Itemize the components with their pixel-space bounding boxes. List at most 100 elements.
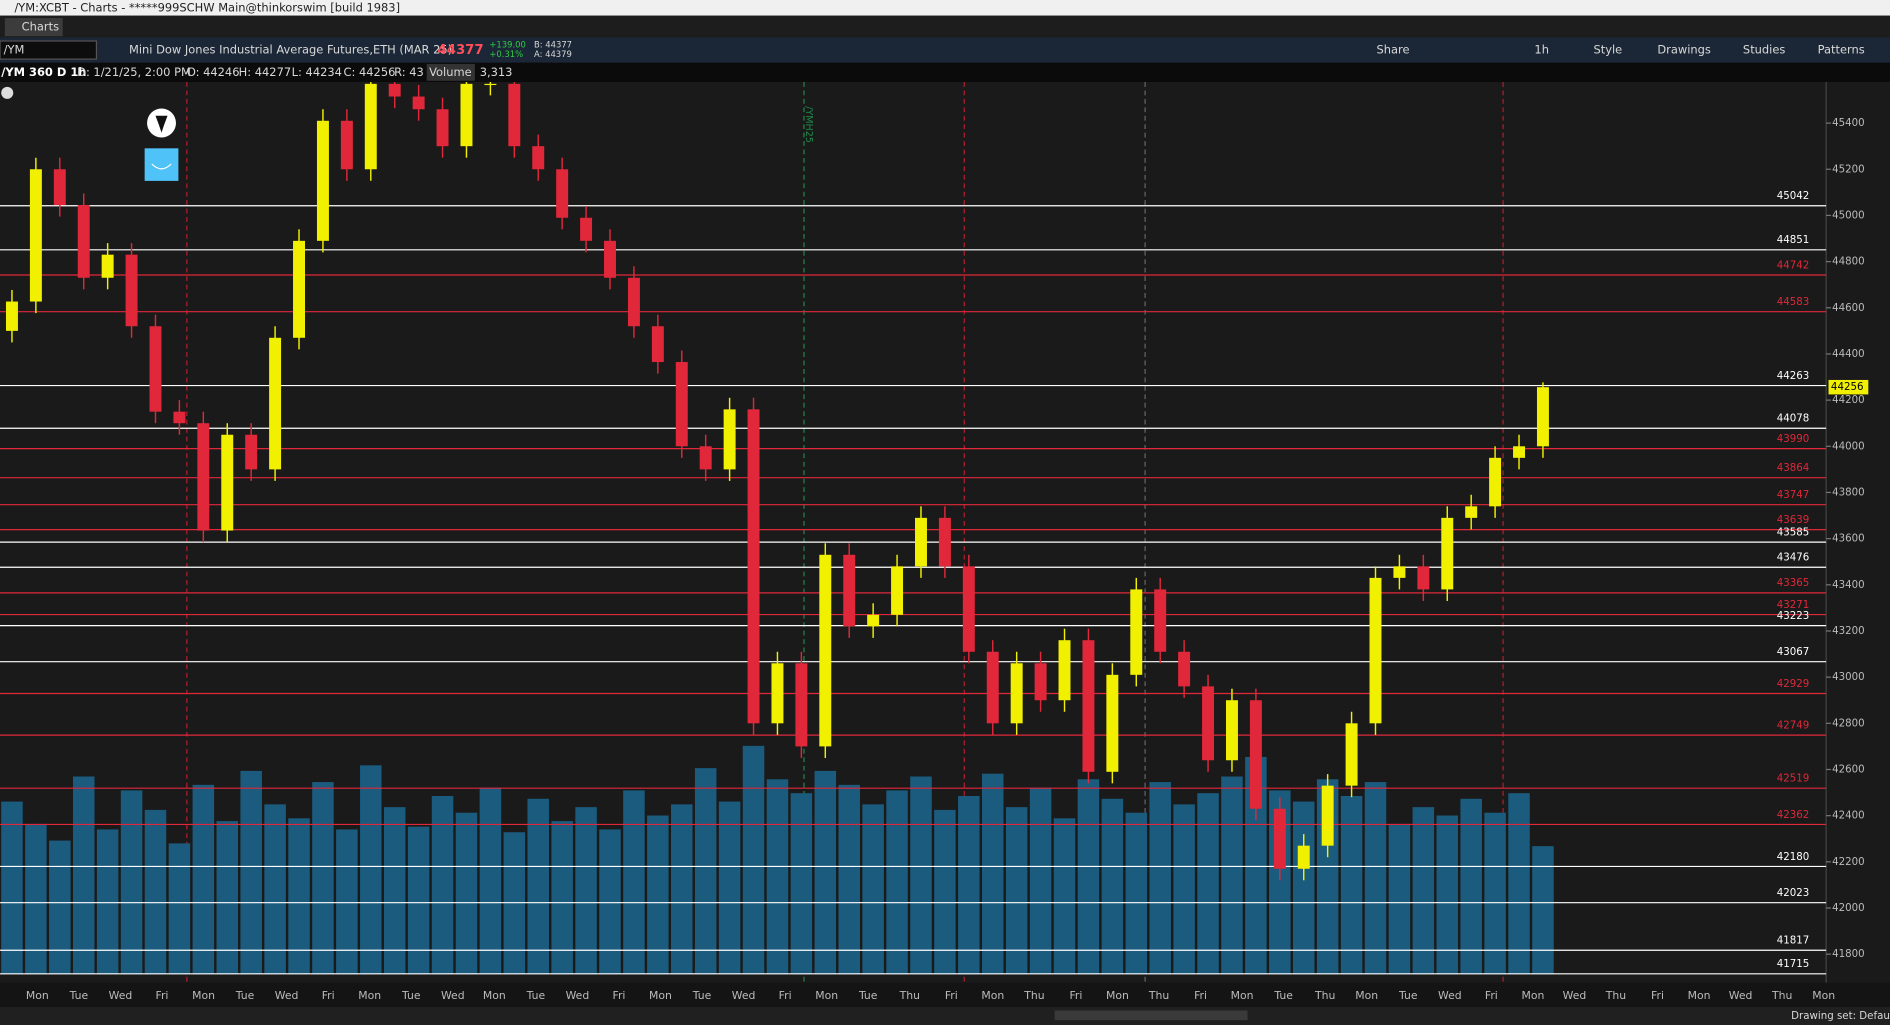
y-tick-label: 42400 xyxy=(1832,810,1865,822)
scrollbar[interactable] xyxy=(1054,1010,1248,1021)
candle-body xyxy=(1536,387,1549,447)
x-tick-label: Mon xyxy=(1106,989,1129,1002)
volume-bar xyxy=(96,829,119,975)
tab[interactable] xyxy=(4,18,63,37)
volume-bar xyxy=(1292,801,1315,975)
price-level-label: 41817 xyxy=(1777,935,1810,947)
candle-body xyxy=(1034,663,1047,701)
x-tick-label: Mon xyxy=(1355,989,1378,1002)
x-tick-label: Fri xyxy=(1485,989,1498,1002)
change-pct: +0.31% xyxy=(489,49,523,59)
x-tick-label: Wed xyxy=(1438,989,1462,1002)
toolbar-button[interactable]: Patterns xyxy=(1818,43,1865,57)
candle-body xyxy=(53,169,66,206)
volume-bar xyxy=(1436,815,1459,975)
volume-bar xyxy=(72,776,95,975)
icon-glyph xyxy=(151,163,172,170)
candle-body xyxy=(173,411,186,424)
candle-body xyxy=(245,434,258,470)
volume-bar xyxy=(1412,807,1435,975)
candle-body xyxy=(1154,589,1167,652)
symbol[interactable]: /YM xyxy=(4,43,25,57)
x-tick-label: Tue xyxy=(1398,989,1418,1002)
x-tick-label: Tue xyxy=(858,989,878,1002)
candle-body xyxy=(867,614,880,627)
x-tick-label: Tue xyxy=(401,989,421,1002)
candle-body xyxy=(5,301,18,331)
candle-body xyxy=(269,337,282,470)
volume-bar xyxy=(623,790,645,975)
volume-bar xyxy=(1460,798,1482,975)
x-tick-label: Wed xyxy=(566,989,590,1002)
x-tick-label: Mon xyxy=(1812,989,1835,1002)
volume-tag xyxy=(426,63,475,81)
candle-body xyxy=(1465,506,1478,518)
toolbar-button[interactable]: Share xyxy=(1377,43,1410,57)
symbol-box[interactable] xyxy=(0,40,98,60)
icon[interactable] xyxy=(144,148,179,181)
candle-body xyxy=(293,240,306,338)
volume-bar xyxy=(407,826,430,975)
candle-body xyxy=(915,517,927,567)
bid: B: 44377 xyxy=(534,40,572,50)
price-level-label: 44583 xyxy=(1777,296,1810,308)
volume xyxy=(1,745,1554,975)
x-tick-label: Wed xyxy=(1563,989,1587,1002)
alert-icon[interactable] xyxy=(1,86,14,99)
levels: 45042 44851 44742 44583 44263 44078 43990 43864… xyxy=(0,190,1827,975)
volume-bar xyxy=(49,840,71,975)
x-tick-label: Thu xyxy=(1605,989,1626,1002)
candle-body xyxy=(1297,845,1310,869)
last-price-box xyxy=(1828,379,1869,395)
volume-bar xyxy=(1149,782,1171,975)
toolbar-button[interactable]: 1h xyxy=(1534,43,1549,57)
price-level-label: 42023 xyxy=(1777,887,1810,899)
x-tick-label: Tue xyxy=(692,989,712,1002)
candle-body xyxy=(29,169,42,302)
volume-bar xyxy=(144,809,167,975)
y-tick-label: 43800 xyxy=(1832,486,1865,498)
x-tick-label: Tue xyxy=(1273,989,1293,1002)
x-tick-label: Fri xyxy=(1651,989,1664,1002)
candle-body xyxy=(77,205,90,278)
candle-body xyxy=(1249,700,1262,809)
x-tick-label: Wed xyxy=(732,989,756,1002)
candle-body xyxy=(962,566,975,652)
candle-body xyxy=(1441,517,1454,590)
x-tick-label: Mon xyxy=(483,989,506,1002)
x-tick-label: Mon xyxy=(981,989,1004,1002)
volume-bar xyxy=(838,784,860,975)
volume-bar xyxy=(1125,812,1148,975)
candle-body xyxy=(1106,674,1119,772)
volume-bar xyxy=(1197,793,1219,975)
volume-bar xyxy=(886,790,908,975)
x-tick-label: Fri xyxy=(1194,989,1207,1002)
candle-body xyxy=(197,423,210,531)
volume-bar xyxy=(671,804,693,975)
x-axis xyxy=(0,982,1890,1007)
price-level-label: 42749 xyxy=(1777,719,1810,731)
y-tick-label: 44200 xyxy=(1832,394,1865,406)
candle-body xyxy=(556,169,569,218)
x-tick-label: Mon xyxy=(1688,989,1711,1002)
toolbar-button[interactable]: Drawings xyxy=(1657,43,1711,57)
candle-body xyxy=(843,554,856,627)
tab-label[interactable]: Charts xyxy=(22,20,59,34)
x-tick-label: Mon xyxy=(26,989,49,1002)
volume-bar xyxy=(216,821,239,975)
expiry-label: /YMH25 xyxy=(803,106,814,143)
info-item: /YM 360 D 1h xyxy=(1,65,86,79)
x-tick-label: Fri xyxy=(1069,989,1082,1002)
price-axis xyxy=(1826,82,1890,983)
x-tick-label: Thu xyxy=(1023,989,1044,1002)
x-tick-label: Fri xyxy=(945,989,958,1002)
toolbar-button[interactable]: Style xyxy=(1593,43,1622,57)
info-item: L: 44234 xyxy=(292,65,342,79)
x-tick-label: Wed xyxy=(441,989,465,1002)
toolbar xyxy=(0,37,1890,63)
candle-body xyxy=(508,83,521,147)
toolbar-button[interactable]: Studies xyxy=(1743,43,1785,57)
volume-bar xyxy=(192,784,215,975)
price-level-label: 44078 xyxy=(1777,413,1810,425)
y-tick-label: 44600 xyxy=(1832,302,1865,314)
